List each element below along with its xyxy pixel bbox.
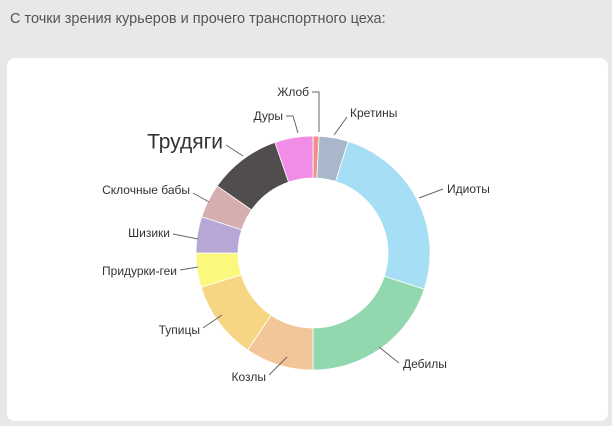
- leader-line-5: [202, 314, 223, 329]
- leader-line-0: [312, 91, 320, 132]
- slice-label-8: Склочные бабы: [102, 183, 190, 197]
- slice-label-4: Козлы: [231, 370, 266, 384]
- leader-line-9: [225, 144, 244, 157]
- slice-label-7: Шизики: [128, 226, 170, 240]
- leader-line-8: [192, 192, 210, 203]
- slice-label-6: Придурки-геи: [102, 264, 177, 278]
- leader-line-7: [172, 233, 199, 240]
- donut-slice-10: [274, 135, 314, 183]
- leader-line-1: [333, 116, 348, 136]
- page-title: С точки зрения курьеров и прочего трансп…: [10, 11, 386, 27]
- slice-label-9: Трудяги: [147, 131, 223, 154]
- leader-line-4: [268, 356, 288, 376]
- slice-label-0: Жлоб: [277, 85, 309, 99]
- slice-label-2: Идиоты: [447, 182, 490, 196]
- slice-label-1: Кретины: [350, 106, 397, 120]
- leader-line-3: [378, 346, 400, 364]
- leader-line-2: [418, 188, 444, 199]
- slice-label-3: Дебилы: [403, 357, 447, 371]
- slice-label-10: Дуры: [253, 109, 283, 123]
- leader-line-10: [286, 115, 299, 134]
- leader-line-6: [179, 266, 199, 271]
- donut-slice-3: [312, 275, 425, 371]
- slice-label-5: Тупицы: [159, 323, 200, 337]
- donut-slice-2: [335, 140, 431, 290]
